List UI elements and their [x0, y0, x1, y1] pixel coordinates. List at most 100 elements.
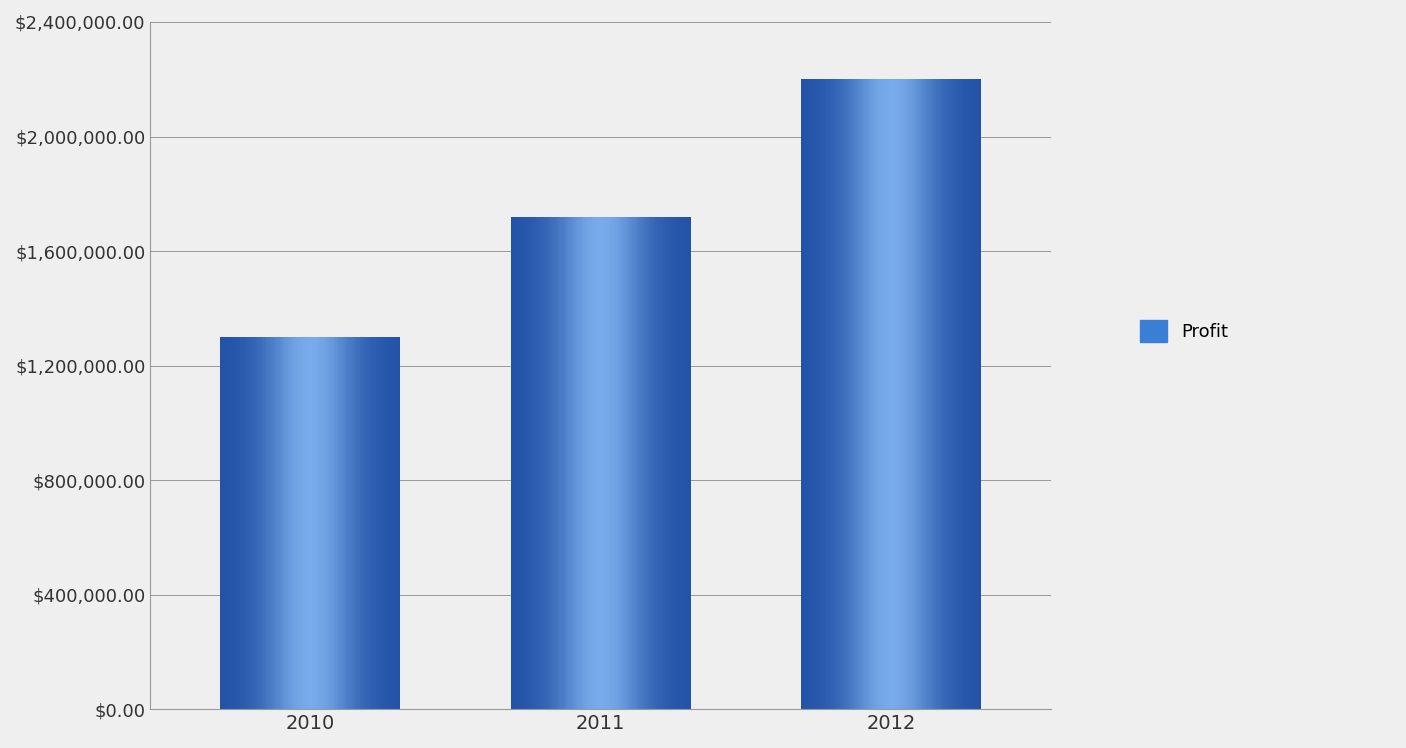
Bar	[970, 79, 973, 709]
Bar	[236, 337, 238, 709]
Bar	[682, 217, 685, 709]
Bar	[849, 79, 851, 709]
Bar	[344, 337, 346, 709]
Bar	[872, 79, 873, 709]
Bar	[633, 217, 634, 709]
Bar	[898, 79, 900, 709]
Bar	[907, 79, 910, 709]
Bar	[375, 337, 378, 709]
Bar	[395, 337, 398, 709]
Bar	[260, 337, 263, 709]
Bar	[862, 79, 865, 709]
Bar	[827, 79, 828, 709]
Bar	[974, 79, 977, 709]
Bar	[574, 217, 576, 709]
Bar	[905, 79, 907, 709]
Bar	[866, 79, 869, 709]
Bar	[361, 337, 364, 709]
Bar	[513, 217, 515, 709]
Bar	[551, 217, 554, 709]
Bar	[934, 79, 936, 709]
Bar	[808, 79, 810, 709]
Bar	[350, 337, 353, 709]
Bar	[623, 217, 626, 709]
Bar	[652, 217, 655, 709]
Bar	[259, 337, 260, 709]
Bar	[928, 79, 929, 709]
Bar	[382, 337, 384, 709]
Bar	[585, 217, 588, 709]
Bar	[371, 337, 373, 709]
Bar	[600, 217, 603, 709]
Bar	[360, 337, 361, 709]
Bar	[533, 217, 536, 709]
Bar	[537, 217, 540, 709]
Bar	[851, 79, 853, 709]
Bar	[955, 79, 956, 709]
Bar	[610, 217, 612, 709]
Bar	[952, 79, 955, 709]
Bar	[588, 217, 589, 709]
Bar	[838, 79, 839, 709]
Bar	[918, 79, 921, 709]
Bar	[668, 217, 671, 709]
Bar	[883, 79, 884, 709]
Bar	[603, 217, 606, 709]
Bar	[337, 337, 339, 709]
Bar	[536, 217, 537, 709]
Bar	[319, 337, 322, 709]
Bar	[547, 217, 548, 709]
Bar	[962, 79, 963, 709]
Bar	[582, 217, 585, 709]
Bar	[614, 217, 617, 709]
Bar	[225, 337, 226, 709]
Bar	[304, 337, 305, 709]
Bar	[529, 217, 531, 709]
Bar	[963, 79, 966, 709]
Bar	[252, 337, 254, 709]
Bar	[524, 217, 526, 709]
Bar	[671, 217, 673, 709]
Bar	[578, 217, 581, 709]
Bar	[820, 79, 821, 709]
Bar	[270, 337, 271, 709]
Bar	[936, 79, 939, 709]
Bar	[645, 217, 648, 709]
Bar	[979, 79, 981, 709]
Bar	[651, 217, 652, 709]
Bar	[299, 337, 301, 709]
Bar	[596, 217, 599, 709]
Bar	[939, 79, 941, 709]
Bar	[889, 79, 891, 709]
Bar	[333, 337, 335, 709]
Bar	[364, 337, 367, 709]
Bar	[232, 337, 233, 709]
Bar	[959, 79, 962, 709]
Bar	[858, 79, 860, 709]
Bar	[835, 79, 838, 709]
Bar	[328, 337, 330, 709]
Bar	[876, 79, 877, 709]
Bar	[554, 217, 555, 709]
Bar	[558, 217, 560, 709]
Bar	[301, 337, 304, 709]
Bar	[283, 337, 285, 709]
Bar	[607, 217, 610, 709]
Bar	[637, 217, 640, 709]
Bar	[973, 79, 974, 709]
Bar	[274, 337, 277, 709]
Bar	[873, 79, 876, 709]
Bar	[335, 337, 337, 709]
Bar	[555, 217, 558, 709]
Bar	[903, 79, 905, 709]
Bar	[353, 337, 356, 709]
Bar	[368, 337, 371, 709]
Bar	[540, 217, 543, 709]
Bar	[531, 217, 533, 709]
Bar	[288, 337, 290, 709]
Bar	[932, 79, 934, 709]
Bar	[644, 217, 645, 709]
Bar	[891, 79, 894, 709]
Bar	[589, 217, 592, 709]
Bar	[277, 337, 278, 709]
